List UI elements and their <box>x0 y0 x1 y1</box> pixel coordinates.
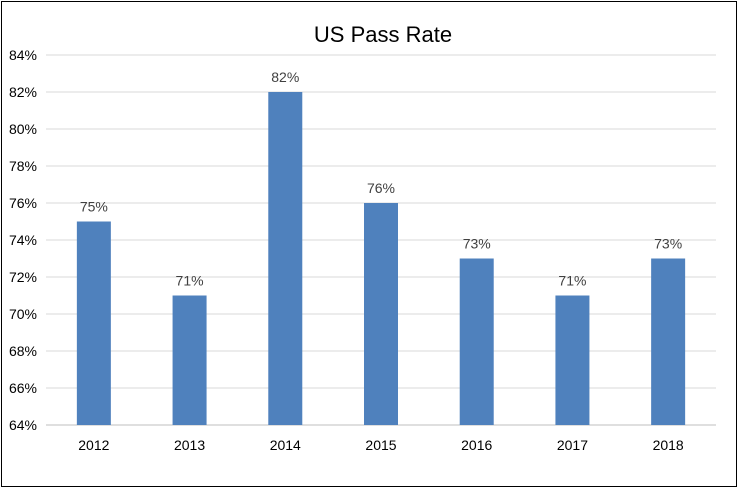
data-label: 73% <box>463 236 491 252</box>
data-label: 71% <box>176 273 204 289</box>
x-tick-label: 2014 <box>270 437 301 453</box>
data-labels: 75% 71% 82% 76% 73% 71% 73% <box>80 69 682 289</box>
y-tick-label: 82% <box>9 84 37 100</box>
data-label: 75% <box>80 199 108 215</box>
y-tick-label: 70% <box>9 306 37 322</box>
data-label: 73% <box>654 236 682 252</box>
bar-2013 <box>172 295 207 425</box>
x-tick-label: 2015 <box>365 437 396 453</box>
x-tick-label: 2013 <box>174 437 205 453</box>
y-tick-label: 64% <box>9 417 37 433</box>
y-tick-label: 84% <box>9 47 37 63</box>
bar-2015 <box>364 203 398 425</box>
y-tick-label: 66% <box>9 380 37 396</box>
y-tick-label: 68% <box>9 343 37 359</box>
y-tick-label: 78% <box>9 158 37 174</box>
x-tick-label: 2016 <box>461 437 492 453</box>
data-label: 71% <box>558 273 586 289</box>
bar-2017 <box>555 295 590 425</box>
grid-lines <box>46 54 716 426</box>
bar-2018 <box>651 258 686 425</box>
data-label: 82% <box>271 69 299 85</box>
x-tick-label: 2017 <box>557 437 588 453</box>
x-axis-ticks: 2012 2013 2014 2015 2016 2017 2018 <box>78 437 684 453</box>
bar-2012 <box>76 221 111 425</box>
y-tick-label: 72% <box>9 269 37 285</box>
y-tick-label: 76% <box>9 195 37 211</box>
bars <box>76 92 686 425</box>
bar-2016 <box>459 258 494 425</box>
y-axis-ticks: 64% 66% 68% 70% 72% 74% 76% 78% 80% 82% 84% <box>9 47 37 433</box>
data-label: 76% <box>367 180 395 196</box>
bar-2014 <box>268 92 303 425</box>
y-tick-label: 80% <box>9 121 37 137</box>
y-tick-label: 74% <box>9 232 37 248</box>
x-tick-label: 2012 <box>78 437 109 453</box>
x-tick-label: 2018 <box>653 437 684 453</box>
chart-title: US Pass Rate <box>314 22 452 47</box>
